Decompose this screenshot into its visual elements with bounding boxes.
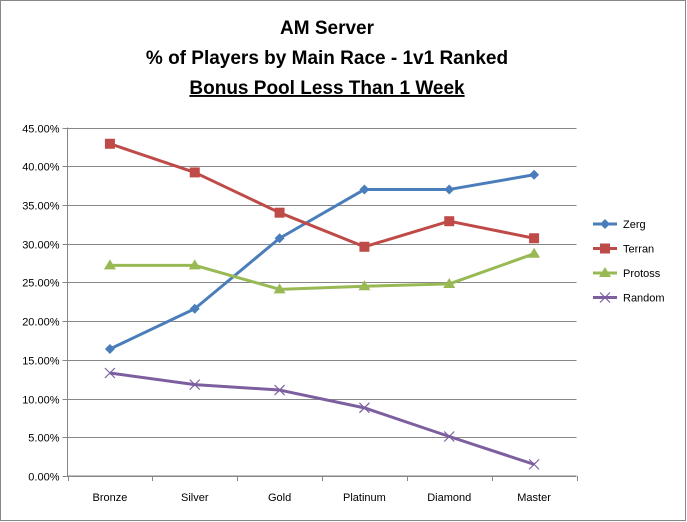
- legend-item-terran: Terran: [593, 243, 654, 256]
- legend-label: Terran: [623, 244, 654, 256]
- data-point-terran: [359, 241, 370, 252]
- legend-item-zerg: Zerg: [593, 219, 646, 231]
- legend-label: Random: [623, 293, 665, 305]
- x-tick-label: Master: [517, 492, 551, 504]
- legend-item-random: Random: [593, 292, 665, 305]
- series-line-terran: [109, 142, 535, 249]
- legend-marker-zerg: [600, 219, 610, 229]
- data-point-random: [104, 367, 116, 379]
- y-tick-label: 25.00%: [22, 278, 60, 290]
- y-tick-label: 20.00%: [22, 317, 60, 329]
- x-tick-label: Gold: [268, 492, 291, 504]
- data-point-random: [189, 379, 201, 391]
- data-point-zerg: [104, 343, 115, 354]
- series-random: [104, 367, 540, 470]
- data-point-random: [358, 402, 370, 414]
- y-tick-label: 30.00%: [22, 240, 60, 252]
- y-tick-label: 0.00%: [28, 472, 59, 484]
- data-point-terran: [189, 167, 200, 178]
- y-tick-label: 35.00%: [22, 201, 60, 213]
- chart-title-line-2: % of Players by Main Race - 1v1 Ranked: [146, 48, 508, 69]
- series-line-random: [109, 371, 535, 466]
- data-point-protoss: [273, 283, 286, 294]
- x-tick-label: Silver: [181, 492, 209, 504]
- y-tick-label: 5.00%: [28, 433, 59, 445]
- legend-item-protoss: Protoss: [593, 267, 661, 280]
- y-tick-label: 15.00%: [22, 356, 60, 368]
- y-tick-label: 10.00%: [22, 395, 60, 407]
- x-tick-label: Platinum: [343, 492, 386, 504]
- series-protoss: [103, 247, 541, 294]
- data-point-terran: [274, 207, 285, 218]
- data-point-terran: [444, 216, 455, 227]
- data-point-zerg: [529, 169, 540, 180]
- data-point-zerg: [274, 233, 285, 244]
- legend-marker-protoss: [599, 267, 611, 277]
- series-line-zerg: [109, 173, 535, 351]
- x-tick-label: Bronze: [92, 492, 127, 504]
- data-point-zerg: [189, 303, 200, 314]
- data-point-zerg: [444, 184, 455, 195]
- data-point-protoss: [443, 277, 456, 288]
- data-point-zerg: [359, 184, 370, 195]
- series-terran: [104, 138, 540, 252]
- legend-label: Protoss: [623, 268, 661, 280]
- data-point-protoss: [358, 280, 371, 291]
- data-point-random: [274, 384, 286, 396]
- data-point-random: [528, 458, 540, 470]
- series-zerg: [104, 169, 540, 354]
- chart-title-line-3: Bonus Pool Less Than 1 Week: [189, 78, 465, 99]
- data-point-terran: [529, 233, 540, 244]
- data-point-random: [443, 431, 455, 442]
- y-tick-label: 40.00%: [22, 162, 60, 174]
- legend-marker-random: [599, 292, 611, 303]
- legend-label: Zerg: [623, 219, 646, 231]
- series-line-protoss: [109, 252, 535, 291]
- x-tick-label: Diamond: [427, 492, 471, 504]
- y-tick-label: 45.00%: [22, 124, 60, 136]
- chart-title-line-1: AM Server: [280, 18, 375, 39]
- data-point-protoss: [528, 247, 541, 258]
- data-point-protoss: [103, 259, 116, 270]
- data-point-protoss: [188, 259, 201, 270]
- legend-marker-terran: [600, 243, 610, 254]
- data-point-terran: [104, 138, 115, 149]
